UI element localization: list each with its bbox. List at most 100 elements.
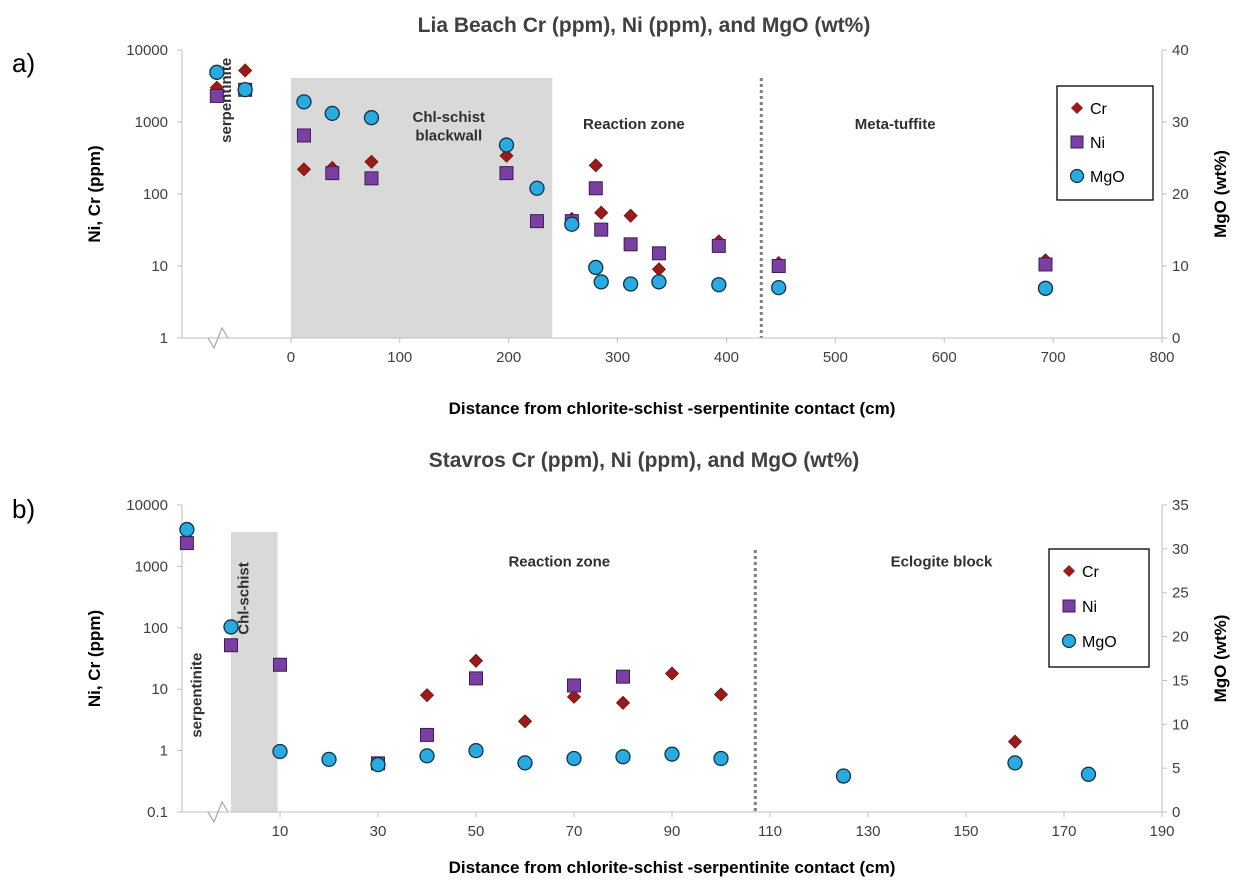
y-tick-label: 1 (160, 330, 168, 347)
x-tick-label: 130 (855, 823, 880, 840)
mgo-point (622, 276, 639, 292)
cr-point (566, 689, 582, 704)
x-tick-label: 70 (566, 823, 583, 840)
y-axis-title: Ni, Cr (ppm) (85, 145, 104, 242)
series-mgo (179, 521, 1097, 784)
y-tick-label: 10000 (126, 497, 168, 514)
cr-point (615, 695, 631, 710)
mgo-point (363, 110, 380, 126)
zone-label: blackwall (415, 128, 482, 145)
zone-label: Chl-schist (413, 109, 486, 126)
ni-point (364, 171, 379, 186)
ni-point (469, 671, 483, 686)
legend-mgo-marker (1069, 168, 1085, 184)
cr-point (713, 687, 729, 702)
x-axis-title: Distance from chlorite-schist -serpentin… (449, 858, 896, 877)
mgo-point (237, 81, 253, 98)
ni-point (224, 638, 238, 653)
y2-tick-label: 10 (1172, 716, 1189, 733)
x-tick-label: 500 (823, 349, 848, 366)
mgo-point (296, 94, 312, 110)
ni-point (588, 181, 603, 196)
series-cr (419, 653, 1023, 749)
ni-point (296, 128, 311, 143)
ni-point (616, 669, 630, 684)
x-tick-label: 0 (287, 349, 295, 366)
zone-label: serpentinite (189, 653, 206, 738)
mgo-point (564, 216, 580, 232)
cr-point (419, 688, 435, 703)
mgo-point (179, 521, 195, 538)
mgo-point (1007, 755, 1023, 771)
panel-label: a) (12, 48, 35, 78)
cr-point (594, 205, 609, 220)
cr-point (1007, 734, 1023, 749)
cr-point (364, 154, 379, 169)
y2-tick-label: 30 (1172, 541, 1189, 558)
mgo-point (588, 259, 604, 276)
y-tick-label: 10 (151, 681, 168, 698)
ni-point (273, 657, 287, 672)
y2-tick-label: 20 (1172, 629, 1189, 646)
series-mgo (209, 64, 1054, 296)
x-tick-label: 200 (496, 349, 521, 366)
legend-cr-marker (1063, 565, 1075, 577)
mgo-point (615, 749, 631, 765)
legend-label: Ni (1082, 599, 1097, 616)
mgo-point (651, 274, 667, 290)
x-tick-label: 800 (1149, 349, 1174, 366)
mgo-point (713, 750, 729, 767)
ni-point (179, 536, 194, 551)
x-axis-title: Distance from chlorite-schist -serpentin… (449, 399, 896, 418)
mgo-point (468, 742, 484, 759)
mgo-point (664, 746, 680, 762)
x-tick-label: 30 (370, 823, 387, 840)
ni-point (529, 214, 544, 229)
mgo-point (209, 64, 225, 80)
y2-tick-label: 15 (1172, 672, 1189, 689)
y2-tick-label: 10 (1172, 258, 1189, 275)
x-tick-label: 90 (664, 823, 681, 840)
y2-tick-label: 5 (1172, 760, 1180, 777)
ni-point (771, 259, 786, 273)
shaded-band (290, 78, 553, 338)
axis-break-mark (207, 326, 229, 350)
y-axis-title: Ni, Cr (ppm) (85, 610, 104, 707)
y2-tick-label: 0 (1172, 804, 1180, 821)
x-tick-label: 400 (714, 349, 739, 366)
ni-point (499, 166, 514, 181)
y2-axis-title: MgO (wt%) (1211, 615, 1230, 703)
mgo-point (498, 137, 515, 153)
x-tick-label: 110 (758, 823, 782, 840)
y2-tick-label: 35 (1172, 497, 1189, 514)
ni-point (651, 246, 666, 261)
panel-label: b) (12, 494, 35, 524)
ni-point (623, 237, 638, 252)
y2-tick-label: 20 (1172, 186, 1189, 203)
cr-point (238, 63, 253, 78)
x-tick-label: 100 (387, 349, 412, 366)
axis-break-mark (207, 800, 229, 824)
zone-label: Reaction zone (583, 116, 685, 133)
zone-label: Eclogite block (891, 553, 993, 570)
cr-point (296, 162, 312, 177)
legend-mgo-marker (1061, 633, 1077, 649)
y2-axis-title: MgO (wt%) (1211, 150, 1230, 238)
x-tick-label: 600 (932, 349, 957, 366)
legend-label: MgO (1082, 634, 1117, 651)
zone-label: Reaction zone (508, 553, 610, 570)
legend-label: Cr (1090, 101, 1108, 118)
mgo-point (1080, 766, 1097, 782)
mgo-point (321, 751, 337, 768)
mgo-point (419, 748, 435, 764)
zone-label: Meta-tuffite (855, 116, 936, 133)
y-tick-label: 10 (151, 258, 168, 275)
ni-point (1038, 257, 1053, 272)
legend-cr-marker (1071, 102, 1083, 114)
cr-point (588, 158, 603, 173)
legend-ni-marker (1070, 135, 1084, 149)
ni-point (567, 678, 581, 693)
x-tick-label: 150 (953, 823, 978, 840)
